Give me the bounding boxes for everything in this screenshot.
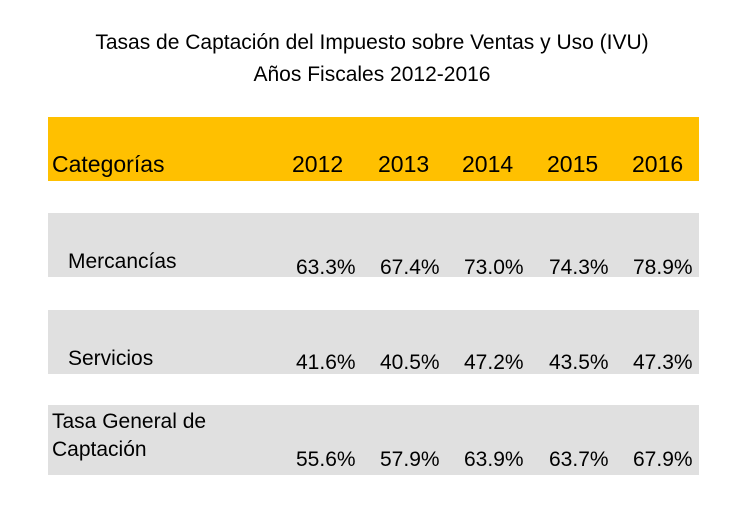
row-label-mercancias: Mercancías	[68, 250, 177, 273]
value-tasa-general-2016: 67.9%	[633, 448, 693, 471]
row-label-tasa-general-line2: Captación	[52, 438, 147, 461]
value-mercancias-2014: 73.0%	[464, 256, 524, 279]
value-tasa-general-2015: 63.7%	[549, 448, 609, 471]
table-row	[48, 213, 699, 277]
value-tasa-general-2012: 55.6%	[296, 448, 356, 471]
value-servicios-2016: 47.3%	[633, 351, 693, 374]
value-mercancias-2012: 63.3%	[296, 256, 356, 279]
table-title: Tasas de Captación del Impuesto sobre Ve…	[95, 31, 649, 54]
table-subtitle: Años Fiscales 2012-2016	[253, 63, 491, 86]
value-servicios-2014: 47.2%	[464, 351, 524, 374]
header-year-2016: 2016	[632, 151, 684, 177]
header-year-2013: 2013	[378, 151, 430, 177]
header-row-band	[48, 117, 699, 181]
value-tasa-general-2014: 63.9%	[464, 448, 524, 471]
value-servicios-2012: 41.6%	[296, 351, 356, 374]
header-year-2015: 2015	[547, 151, 599, 177]
header-year-2014: 2014	[462, 151, 514, 177]
header-categorias: Categorías	[52, 151, 165, 177]
row-label-tasa-general: Tasa General de Captación	[52, 408, 206, 464]
value-mercancias-2015: 74.3%	[549, 256, 609, 279]
value-servicios-2013: 40.5%	[380, 351, 440, 374]
value-mercancias-2016: 78.9%	[633, 256, 693, 279]
value-servicios-2015: 43.5%	[549, 351, 609, 374]
row-label-servicios: Servicios	[68, 347, 154, 370]
value-tasa-general-2013: 57.9%	[380, 448, 440, 471]
value-mercancias-2013: 67.4%	[380, 256, 440, 279]
table-row	[48, 405, 699, 475]
table-row	[48, 310, 699, 374]
header-year-2012: 2012	[292, 151, 344, 177]
row-label-tasa-general-line1: Tasa General de	[52, 410, 207, 433]
